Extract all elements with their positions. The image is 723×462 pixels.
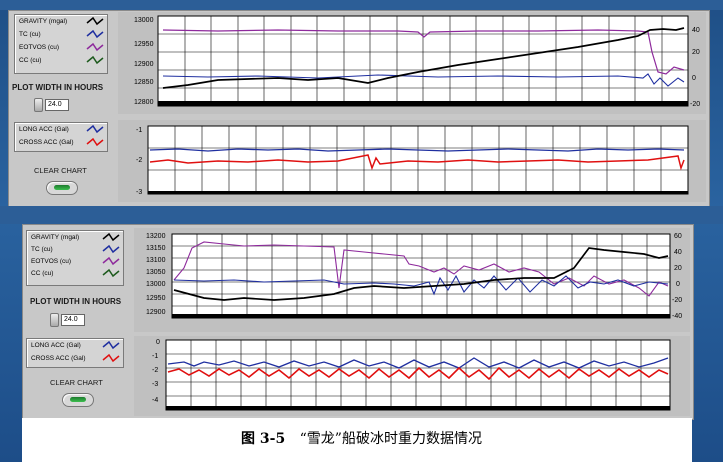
plot-width-label: PLOT WIDTH IN HOURS <box>12 83 104 92</box>
figure-caption: 图 3-5 “雪龙”船破冰时重力数据情况 <box>0 428 723 448</box>
bottom-acc-tick-2: -2 <box>152 367 158 374</box>
plot-width-spinner[interactable] <box>34 98 43 112</box>
top-acc-tick-0: -1 <box>136 127 142 134</box>
plot-width-input[interactable]: 24.0 <box>45 99 69 111</box>
top-gravity-tick-4: 12800 <box>134 99 154 106</box>
bottom-eotvos-line <box>173 241 669 297</box>
legend-cross-acc-b: CROSS ACC (Gal) <box>31 355 86 362</box>
bottom-acc-tick-1: -1 <box>152 353 158 360</box>
bottom-acc-tick-3: -3 <box>152 381 158 388</box>
legend-eotvos-b: EOTVOS (cu) <box>31 258 72 265</box>
plot-width-input-b[interactable]: 24.0 <box>61 314 85 326</box>
legend-long-acc: LONG ACC (Gal) <box>19 126 69 133</box>
top-gravity-tick-1: 12950 <box>134 41 154 48</box>
bottom-right-tick-0: 60 <box>674 233 682 240</box>
top-right-tick-2: 0 <box>692 75 696 82</box>
bottom-gravity-line <box>173 247 669 301</box>
legend-eotvos: EOTVOS (cu) <box>19 44 60 51</box>
top-eotvos-line <box>162 29 685 75</box>
clear-chart-button[interactable] <box>46 181 78 195</box>
bottom-gravity-tick-1: 13150 <box>146 245 166 252</box>
bottom-acc-tick-0: 0 <box>156 339 160 346</box>
bottom-gravity-tick-6: 12900 <box>146 309 166 316</box>
bottom-gravity-tick-4: 13000 <box>146 281 166 288</box>
bottom-right-tick-5: -40 <box>672 313 682 320</box>
acc-legend-swatches <box>86 124 104 147</box>
clear-chart-button-b[interactable] <box>62 393 94 407</box>
top-long-acc-line <box>149 148 685 152</box>
top-gravity-tick-2: 12900 <box>134 61 154 68</box>
top-acc-tick-2: -3 <box>136 189 142 196</box>
top-gravity-tick-3: 12850 <box>134 79 154 86</box>
legend-cc: CC (cu) <box>19 57 42 64</box>
plot-width-spinner-b[interactable] <box>50 313 59 327</box>
bottom-acc-chart: 0 -1 -2 -3 -4 <box>134 336 690 416</box>
bottom-gravity-chart: 13200 13150 13100 13050 13000 12950 1290… <box>134 228 690 332</box>
legend-tc: TC (cu) <box>19 31 41 38</box>
bottom-legend: GRAVITY (mgal) TC (cu) EOTVOS (cu) CC (c… <box>26 230 124 286</box>
top-gravity-line <box>162 27 685 89</box>
bottom-gravity-tick-3: 13050 <box>146 269 166 276</box>
legend-gravity-b: GRAVITY (mgal) <box>31 234 80 241</box>
caption-background <box>22 418 692 462</box>
bottom-right-tick-2: 20 <box>674 265 682 272</box>
clear-chart-label: CLEAR CHART <box>34 166 87 175</box>
bottom-gravity-tick-0: 13200 <box>146 233 166 240</box>
top-legend: GRAVITY (mgal) TC (cu) EOTVOS (cu) CC (c… <box>14 14 108 74</box>
bottom-cross-acc-line <box>167 366 669 381</box>
legend-swatches <box>86 16 104 65</box>
top-acc-tick-1: -2 <box>136 157 142 164</box>
legend-long-acc-b: LONG ACC (Gal) <box>31 342 81 349</box>
bottom-gravity-tick-5: 12950 <box>146 295 166 302</box>
figure-title: “雪龙”船破冰时重力数据情况 <box>299 431 482 447</box>
bottom-right-tick-3: 0 <box>676 281 680 288</box>
bottom-acc-legend: LONG ACC (Gal) CROSS ACC (Gal) <box>26 338 124 368</box>
bottom-long-acc-line <box>167 357 669 369</box>
plot-width-label-b: PLOT WIDTH IN HOURS <box>30 297 122 306</box>
top-acc-chart: -1 -2 -3 <box>118 120 706 202</box>
legend-tc-b: TC (cu) <box>31 246 53 253</box>
top-acc-legend: LONG ACC (Gal) CROSS ACC (Gal) <box>14 122 108 152</box>
bottom-tc-line <box>173 274 669 296</box>
top-right-tick-3: -20 <box>690 101 700 108</box>
legend-swatches-b <box>102 232 120 278</box>
top-right-tick-1: 20 <box>692 49 700 56</box>
figure-number: 图 3-5 <box>241 431 286 447</box>
clear-chart-label-b: CLEAR CHART <box>50 378 103 387</box>
legend-cc-b: CC (cu) <box>31 270 54 277</box>
legend-gravity: GRAVITY (mgal) <box>19 18 68 25</box>
top-right-tick-0: 40 <box>692 27 700 34</box>
legend-cross-acc: CROSS ACC (Gal) <box>19 139 74 146</box>
top-gravity-chart: 13000 12950 12900 12850 12800 40 20 0 -2… <box>118 12 706 114</box>
top-gravity-tick-0: 13000 <box>134 17 154 24</box>
bottom-acc-tick-4: -4 <box>152 397 158 404</box>
top-cross-acc-line <box>149 154 685 171</box>
acc-legend-swatches-b <box>102 340 120 363</box>
bottom-right-tick-4: -20 <box>672 297 682 304</box>
bottom-right-tick-1: 40 <box>674 249 682 256</box>
top-tc-line <box>162 73 685 87</box>
bottom-gravity-tick-2: 13100 <box>146 257 166 264</box>
